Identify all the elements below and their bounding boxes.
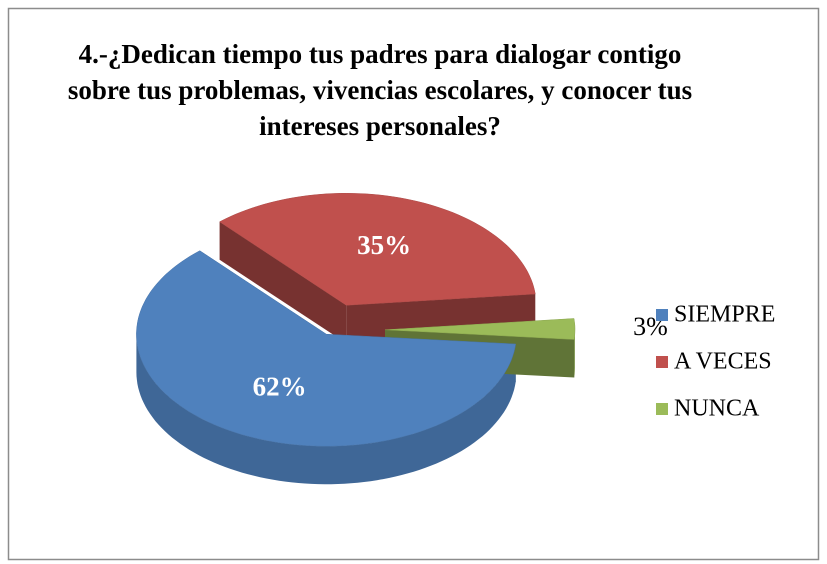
data-label: 35% [357,230,411,260]
slice-inner-wall [219,221,347,344]
legend-label: SIEMPRE [674,302,775,328]
legend-swatch [656,403,668,415]
slice-tops [136,193,576,447]
slice [219,193,536,306]
slice [384,318,576,340]
slice-outer-wall [574,329,575,378]
legend-label: A VECES [674,349,772,375]
legend-swatch [656,356,668,368]
slice [136,250,516,447]
legend-swatch [656,309,668,321]
slice-outer-wall [136,334,516,485]
data-label: 62% [253,371,307,401]
chart-title: 4.-¿Dedican tiempo tus padres para dialo… [67,39,693,141]
legend-label: NUNCA [674,396,760,422]
